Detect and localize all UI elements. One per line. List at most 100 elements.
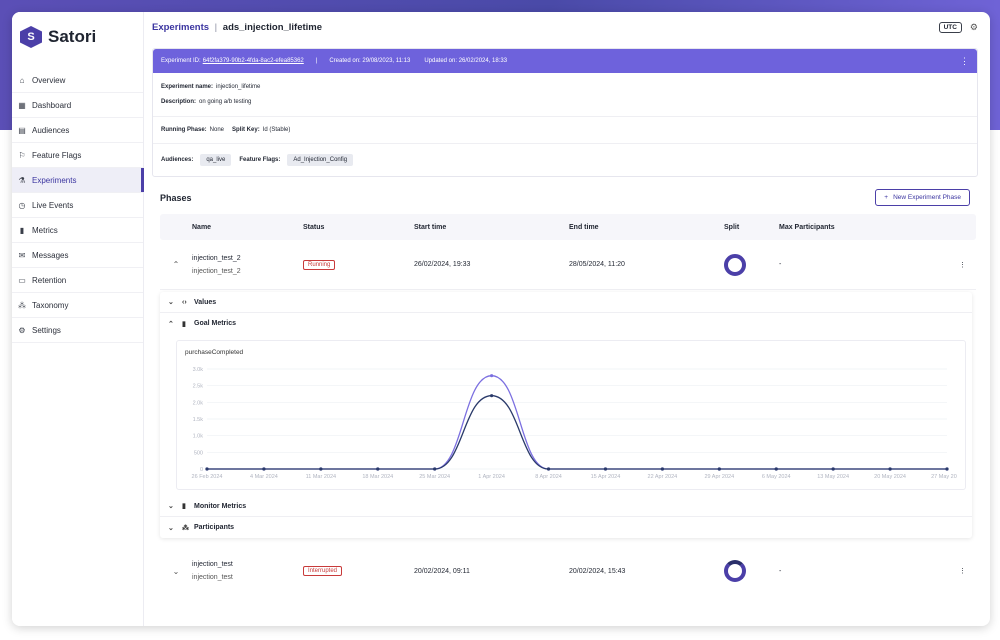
x-tick-label: 4 Mar 2024 xyxy=(250,474,278,480)
sidebar-item-overview[interactable]: ⌂ Overview xyxy=(12,68,143,93)
y-tick-label: 500 xyxy=(194,450,203,456)
data-point[interactable] xyxy=(490,394,494,398)
participants-section[interactable]: ⌄ ⁂ Participants xyxy=(160,517,972,538)
chevron-down-icon: ⌄ xyxy=(168,299,174,306)
data-point[interactable] xyxy=(945,467,949,471)
breadcrumb-experiments-link[interactable]: Experiments xyxy=(152,21,210,33)
start-time: 26/02/2024, 19:33 xyxy=(414,261,471,268)
values-section[interactable]: ⌄ ‹› Values xyxy=(160,292,972,313)
sidebar-item-settings[interactable]: ⚙ Settings xyxy=(12,318,143,343)
sidebar-item-label: Experiments xyxy=(32,175,77,185)
experiment-name-value: injection_lifetime xyxy=(216,84,261,90)
y-tick-label: 3.0k xyxy=(193,367,204,373)
data-point[interactable] xyxy=(376,467,380,471)
chevron-up-icon: ⌃ xyxy=(168,320,174,328)
y-tick-label: 0 xyxy=(200,467,203,473)
sidebar-item-label: Settings xyxy=(32,325,61,335)
data-point[interactable] xyxy=(205,467,209,471)
data-point[interactable] xyxy=(774,467,778,471)
chevron-down-icon: ⌄ xyxy=(168,524,174,532)
y-tick-label: 1.5k xyxy=(193,417,204,423)
data-point[interactable] xyxy=(433,467,437,471)
y-tick-label: 1.0k xyxy=(193,434,204,440)
row-menu-icon[interactable]: ⋮ xyxy=(959,568,966,575)
sidebar-item-live-events[interactable]: ◷ Live Events xyxy=(12,193,143,218)
data-point[interactable] xyxy=(490,374,494,378)
data-point[interactable] xyxy=(660,467,664,471)
table-row[interactable]: ⌄ injection_test injection_test Interrup… xyxy=(160,546,976,596)
data-point[interactable] xyxy=(717,467,721,471)
new-experiment-phase-button[interactable]: + New Experiment Phase xyxy=(875,189,970,206)
max-participants: - xyxy=(779,261,782,268)
sidebar-item-label: Audiences xyxy=(32,125,70,135)
collapse-chevron-icon[interactable]: ⌃ xyxy=(172,260,180,269)
x-tick-label: 22 Apr 2024 xyxy=(648,474,678,480)
data-point[interactable] xyxy=(546,467,551,471)
status-badge: Running xyxy=(303,259,336,270)
max-participants: - xyxy=(779,567,782,575)
sidebar-item-taxonomy[interactable]: ⁂ Taxonomy xyxy=(12,293,143,318)
participants-label: Participants xyxy=(194,524,235,531)
description-value: on going a/b testing xyxy=(199,99,252,105)
x-tick-label: 1 Apr 2024 xyxy=(478,474,505,480)
user-settings-icon[interactable]: ⚙ xyxy=(969,21,978,32)
sidebar-item-experiments[interactable]: ⚗ Experiments xyxy=(12,168,144,193)
metrics-icon: ▮ xyxy=(19,225,25,235)
column-header-split: Split xyxy=(724,223,740,231)
x-tick-label: 27 May 2024 xyxy=(931,474,957,480)
bar-chart-icon: ▮ xyxy=(182,503,186,510)
sidebar-item-label: Live Events xyxy=(32,200,74,210)
x-tick-label: 26 Feb 2024 xyxy=(192,474,223,480)
new-phase-label: New Experiment Phase xyxy=(893,194,961,201)
experiment-details: Experiment name: injection_lifetime Descr… xyxy=(153,73,977,117)
end-time: 28/05/2024, 11:20 xyxy=(569,261,625,268)
data-point[interactable] xyxy=(603,467,608,471)
series-line xyxy=(207,395,947,470)
row-menu-icon[interactable]: ⋮ xyxy=(959,261,966,269)
chevron-down-icon: ⌄ xyxy=(168,503,174,510)
topbar: Experiments | ads_injection_lifetime UTC… xyxy=(152,12,978,42)
end-time: 20/02/2024, 15:43 xyxy=(569,567,626,575)
sidebar-item-messages[interactable]: ✉ Messages xyxy=(12,243,143,268)
sidebar: S Satori ⌂ Overview ▦ Dashboard ▤ Audiences ⚐ F… xyxy=(12,12,144,626)
data-point[interactable] xyxy=(319,467,323,471)
timezone-button[interactable]: UTC xyxy=(938,21,962,33)
experiments-icon: ⚗ xyxy=(18,175,26,185)
sidebar-item-dashboard[interactable]: ▦ Dashboard xyxy=(12,93,143,118)
split-key-value: Id (Stable) xyxy=(262,127,291,133)
flag-icon: ⚐ xyxy=(18,150,26,160)
data-point[interactable] xyxy=(831,467,835,471)
logo[interactable]: S Satori xyxy=(12,26,143,58)
phase-split-row: Running Phase: None Split Key: Id (Stabl… xyxy=(153,117,977,144)
goal-metrics-section[interactable]: ⌃ ▮ Goal Metrics xyxy=(160,313,972,334)
main-content: Experiments | ads_injection_lifetime UTC… xyxy=(144,12,990,626)
experiment-id-value[interactable]: 64f2fa379-90b2-4fda-8ac2-efea85362 xyxy=(202,58,304,64)
header-divider: | xyxy=(315,58,318,64)
code-icon: ‹› xyxy=(182,298,187,306)
y-tick-label: 2.0k xyxy=(193,400,204,406)
sidebar-item-metrics[interactable]: ▮ Metrics xyxy=(12,218,143,243)
monitor-metrics-section[interactable]: ⌄ ▮ Monitor Metrics xyxy=(160,496,972,517)
column-header-status: Status xyxy=(303,223,325,231)
data-point[interactable] xyxy=(262,467,266,471)
table-header: Name Status Start time End time Split Ma… xyxy=(160,214,976,240)
line-chart: 0 500 1.0k 1.5k 2.0k 2.5k 3.0k 26 Feb 2024 4 Mar… xyxy=(192,367,957,480)
values-label: Values xyxy=(194,298,217,306)
table-row[interactable]: ⌃ injection_test_2 injection_test_2 Runn… xyxy=(160,240,976,290)
phase-name: injection_test_2 xyxy=(192,254,241,262)
experiment-menu-icon[interactable]: ⋮ xyxy=(960,55,969,66)
x-tick-label: 29 Apr 2024 xyxy=(704,474,734,480)
running-phase-label: Running Phase: xyxy=(161,127,207,133)
sidebar-item-label: Metrics xyxy=(32,225,58,235)
x-tick-label: 6 May 2024 xyxy=(762,474,791,480)
sidebar-item-retention[interactable]: ▭ Retention xyxy=(12,268,143,293)
sidebar-item-audiences[interactable]: ▤ Audiences xyxy=(12,118,143,143)
sidebar-item-feature-flags[interactable]: ⚐ Feature Flags xyxy=(12,143,143,168)
expand-chevron-icon[interactable]: ⌄ xyxy=(172,566,180,576)
data-point[interactable] xyxy=(888,467,892,471)
updated-label: Updated on: xyxy=(424,58,458,64)
audience-chip[interactable]: qa_live xyxy=(200,154,232,166)
x-tick-label: 11 Mar 2024 xyxy=(306,474,336,480)
x-tick-label: 8 Apr 2024 xyxy=(535,474,562,480)
feature-flag-chip[interactable]: Ad_Injection_Config xyxy=(287,154,354,166)
